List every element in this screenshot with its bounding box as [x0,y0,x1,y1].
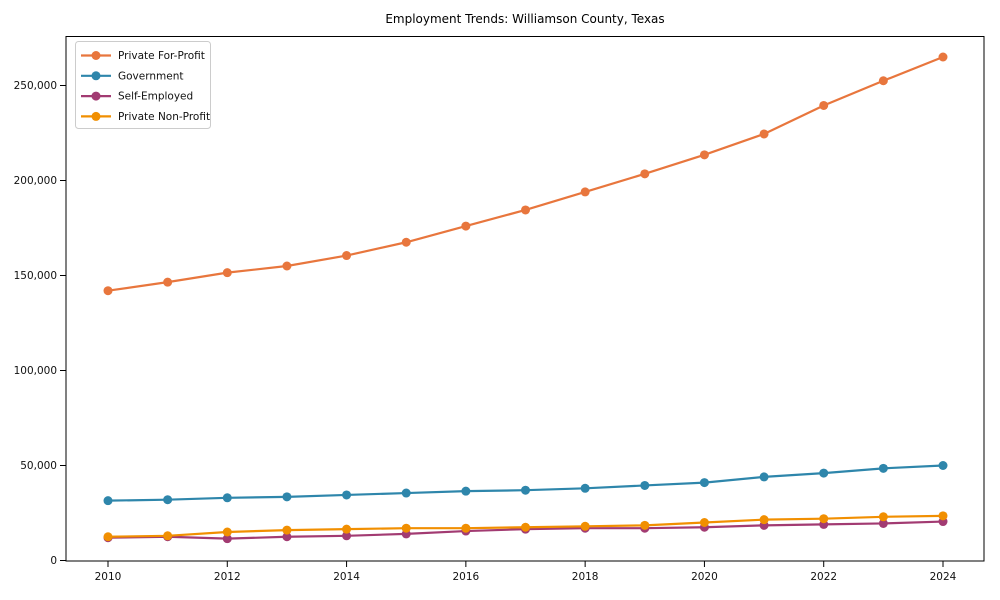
data-point-self-employed-2023 [878,518,888,528]
x-tick-label: 2020 [691,571,718,583]
data-point-government-2018 [580,483,590,493]
data-point-self-employed-2013 [282,532,292,542]
data-point-self-employed-2014 [342,531,352,541]
x-tick-label: 2010 [95,571,122,583]
series-line-private-for-profit [107,55,944,292]
chart-title: Employment Trends: Williamson County, Te… [385,12,665,26]
y-tick-label: 250,000 [14,80,57,92]
data-point-private-for-profit-2013 [282,261,292,271]
data-point-private-non-profit-2015 [401,523,411,533]
data-point-private-for-profit-2018 [580,187,590,197]
data-point-private-for-profit-2019 [640,169,650,179]
legend-item-self-employed: Self-Employed [81,91,193,103]
data-point-private-for-profit-2024 [938,52,948,62]
data-point-private-non-profit-2023 [878,512,888,522]
data-point-private-for-profit-2011 [163,277,173,287]
data-point-government-2017 [521,485,531,495]
y-tick-label: 150,000 [14,270,57,282]
data-point-government-2015 [401,488,411,498]
data-point-private-non-profit-2019 [640,520,650,530]
data-point-private-for-profit-2010 [103,286,113,296]
data-point-private-for-profit-2020 [699,150,709,160]
series-private-for-profit [103,52,948,296]
y-tick-label: 50,000 [20,460,57,472]
data-point-government-2016 [461,486,471,496]
data-point-private-non-profit-2010 [103,532,113,542]
x-tick-label: 2016 [452,571,479,583]
legend-item-government: Government [81,70,183,82]
data-point-government-2020 [699,478,709,488]
data-point-self-employed-2012 [222,534,232,544]
data-point-private-for-profit-2015 [401,237,411,247]
data-point-private-for-profit-2022 [819,100,829,110]
data-point-private-non-profit-2016 [461,523,471,533]
data-point-government-2014 [342,490,352,500]
legend-label-private-for-profit: Private For-Profit [118,50,205,62]
data-point-private-for-profit-2021 [759,129,769,139]
data-point-private-non-profit-2014 [342,524,352,534]
data-point-private-non-profit-2013 [282,525,292,535]
data-point-government-2023 [878,463,888,473]
data-point-private-non-profit-2011 [163,531,173,541]
data-point-private-non-profit-2022 [819,514,829,524]
y-tick-label: 200,000 [14,175,57,187]
legend-label-self-employed: Self-Employed [118,91,193,103]
data-point-private-for-profit-2014 [342,251,352,261]
legend-item-private-non-profit: Private Non-Profit [81,111,210,123]
legend-box [75,41,211,129]
x-tick-label: 2014 [333,571,360,583]
data-point-private-non-profit-2024 [938,511,948,521]
data-point-government-2022 [819,468,829,478]
x-tick-label: 2022 [810,571,837,583]
y-tick-label: 0 [50,555,57,567]
data-point-government-2010 [103,496,113,506]
data-point-government-2021 [759,472,769,482]
data-point-government-2012 [222,493,232,503]
x-tick-label: 2024 [930,571,957,583]
data-point-government-2024 [938,461,948,470]
data-point-government-2011 [163,495,173,505]
y-axis: 0 50,000 100,000 150,000 200,000 250,000 [14,80,66,567]
x-tick-label: 2018 [572,571,599,583]
series-government [103,461,948,506]
data-point-private-non-profit-2012 [222,527,232,537]
legend-marker-private-for-profit [91,51,101,60]
data-point-private-for-profit-2023 [878,76,888,86]
x-axis: 2010 2012 2014 2016 2018 2020 2022 2024 [95,561,957,583]
legend-item-private-for-profit: Private For-Profit [81,50,205,62]
axes-frame [65,36,985,562]
data-point-government-2013 [282,492,292,502]
data-point-private-non-profit-2017 [521,522,531,532]
data-point-private-non-profit-2021 [759,515,769,525]
data-point-private-non-profit-2018 [580,521,590,531]
y-tick-label: 100,000 [14,365,57,377]
series-line-government [107,464,944,502]
legend-marker-self-employed [91,91,101,101]
data-point-private-non-profit-2020 [699,518,709,527]
legend-marker-private-non-profit [91,111,101,121]
series-private-non-profit [103,511,948,542]
data-point-private-for-profit-2012 [222,268,232,278]
legend: Private For-Profit Government Self-Employe… [75,41,211,129]
data-point-government-2019 [640,480,650,490]
data-point-private-for-profit-2016 [461,221,471,231]
x-tick-label: 2012 [214,571,241,583]
legend-label-government: Government [118,70,183,82]
legend-label-private-non-profit: Private Non-Profit [118,111,210,123]
legend-marker-government [91,71,101,81]
data-point-private-for-profit-2017 [521,205,531,215]
